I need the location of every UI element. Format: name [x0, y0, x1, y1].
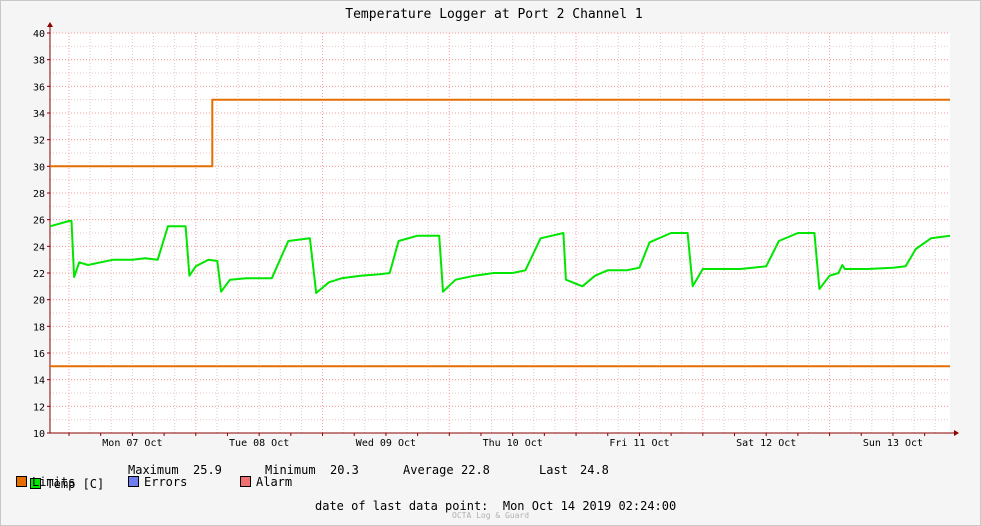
legend-errors: Errors [128, 475, 187, 489]
y-tick-label: 10 [33, 429, 45, 440]
chart-title: Temperature Logger at Port 2 Channel 1 [345, 7, 642, 22]
stat-maximum-label: Maximum [128, 463, 179, 477]
x-tick-label: Tue 08 Oct [229, 438, 289, 449]
legend-alarm-label: Alarm [256, 475, 293, 489]
temp-line [49, 220, 951, 294]
x-tick-label: Thu 10 Oct [483, 438, 543, 449]
y-tick-label: 22 [33, 269, 45, 280]
x-tick-label: Wed 09 Oct [356, 438, 416, 449]
temp-swatch [30, 478, 42, 489]
stat-minimum-value: 20.3 [330, 463, 359, 477]
alarm-swatch [240, 476, 251, 487]
stat-last-value: 24.8 [580, 463, 609, 477]
y-tick-label: 20 [33, 296, 45, 307]
y-tick-label: 16 [33, 349, 45, 360]
y-tick-label: 38 [33, 56, 45, 67]
y-tick-label: 26 [33, 216, 45, 227]
stat-maximum-value: 25.9 [193, 463, 222, 477]
y-tick-label: 32 [33, 136, 45, 147]
stat-minimum-label: Minimum [265, 463, 316, 477]
stat-average-value: 22.8 [461, 463, 490, 477]
last-point-value: Mon Oct 14 2019 02:24:00 [502, 499, 677, 513]
legend-temp-label: Temp [C] [46, 477, 105, 491]
y-axis-arrow [47, 22, 53, 27]
errors-swatch [128, 476, 139, 487]
brand-watermark: OCTA Log & Guard [452, 511, 530, 520]
last-point-label: date of last data point: [315, 499, 489, 513]
y-tick-label: 30 [33, 162, 45, 173]
legend-temp: Temp [C] [16, 463, 104, 491]
y-tick-label: 12 [33, 402, 45, 413]
x-tick-label: Fri 11 Oct [609, 438, 669, 449]
x-axis-arrow [954, 430, 959, 436]
series [49, 98, 951, 368]
x-tick-label: Mon 07 Oct [102, 438, 162, 449]
y-tick-label: 36 [33, 82, 45, 93]
x-tick-label: Sat 12 Oct [736, 438, 796, 449]
y-tick-label: 24 [33, 242, 45, 253]
limits-line [50, 98, 950, 168]
y-tick-label: 34 [33, 109, 45, 120]
legend-limits: Limits [16, 475, 75, 489]
y-tick-label: 28 [33, 189, 45, 200]
legend-alarm: Alarm [240, 475, 292, 489]
y-tick-label: 18 [33, 322, 45, 333]
y-tick-label: 40 [33, 29, 45, 40]
x-tick-label: Sun 13 Oct [863, 438, 923, 449]
legend-errors-label: Errors [144, 475, 188, 489]
limits-swatch [16, 476, 27, 487]
y-tick-label: 14 [33, 376, 45, 387]
last-data-point: date of last data point: Mon Oct 14 2019… [315, 499, 676, 513]
legend-limits-label: Limits [32, 475, 76, 489]
axes: 10 12 14 16 18 20 22 24 26 28 30 32 34 36 38 40 Mon 07 O… [33, 22, 959, 449]
stat-average-label: Average [403, 463, 454, 477]
stat-last-label: Last [539, 463, 568, 477]
